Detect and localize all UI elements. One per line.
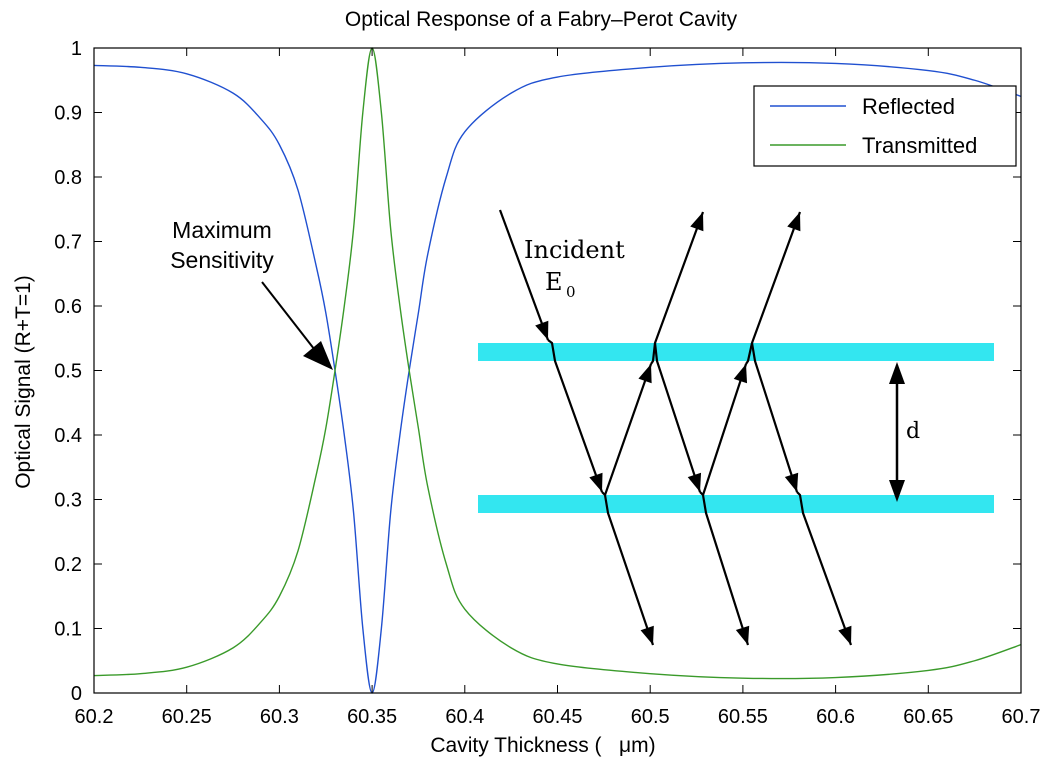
cavity-schematic: Incident E 0 d xyxy=(478,209,994,646)
transmitted-ray-2 xyxy=(699,491,750,646)
incident-ray-head xyxy=(535,320,549,340)
y-axis-label: Optical Signal (R+T=1) xyxy=(12,275,35,489)
x-axis-ticks: 60.2 60.25 60.3 60.35 60.4 60.45 60.5 60.55 60.6… xyxy=(75,48,1041,728)
max-sensitivity-annotation: Maximum Sensitivity xyxy=(170,217,333,370)
bottom-mirror xyxy=(478,495,994,513)
top-mirror xyxy=(478,343,994,361)
incident-label: Incident xyxy=(524,236,625,264)
x-axis-label: Cavity Thickness ( μm) xyxy=(430,734,655,757)
series-line-reflected xyxy=(93,61,1022,694)
x-tick-label: 60.35 xyxy=(347,706,397,728)
internal-ray-4 xyxy=(701,363,748,496)
d-arrow-head-down xyxy=(889,480,905,502)
y-tick-label: 0.8 xyxy=(54,167,82,189)
max-sensitivity-arrowhead xyxy=(303,341,333,370)
transmitted-ray-1 xyxy=(601,491,655,646)
transmitted-ray-1-head xyxy=(640,625,654,645)
internal-ray-4-head xyxy=(733,364,748,384)
internal-ray-1 xyxy=(547,339,604,493)
reflected-ray-2 xyxy=(745,211,802,365)
y-tick-label: 0.2 xyxy=(54,554,82,576)
internal-ray-2 xyxy=(603,363,653,496)
d-label: d xyxy=(906,419,920,444)
internal-ray-5 xyxy=(750,342,799,493)
x-tick-label: 60.5 xyxy=(631,706,670,728)
series-line-transmitted xyxy=(93,47,1022,680)
legend-label-reflected: Reflected xyxy=(862,94,955,119)
legend-label-transmitted: Transmitted xyxy=(862,133,977,158)
reflected-ray-1 xyxy=(650,211,705,365)
transmitted-ray-3 xyxy=(796,491,853,646)
x-tick-label: 60.4 xyxy=(445,706,484,728)
d-arrow-head-up xyxy=(889,362,905,384)
legend-box xyxy=(753,85,1017,167)
internal-ray-3 xyxy=(653,342,702,493)
max-sensitivity-label-line2: Sensitivity xyxy=(170,247,274,273)
x-tick-label: 60.25 xyxy=(162,706,212,728)
max-sensitivity-arrow xyxy=(261,281,319,355)
x-tick-label: 60.55 xyxy=(718,706,768,728)
x-tick-label: 60.65 xyxy=(903,706,953,728)
y-tick-label: 0.6 xyxy=(54,296,82,318)
y-tick-label: 0 xyxy=(71,683,82,705)
plot-curves xyxy=(93,47,1022,694)
chart-title: Optical Response of a Fabry–Perot Cavity xyxy=(345,8,738,31)
internal-ray-1-head xyxy=(589,472,603,492)
x-tick-label: 60.2 xyxy=(75,706,114,728)
y-tick-label: 0.4 xyxy=(54,425,82,447)
internal-ray-5-head xyxy=(784,472,799,492)
x-tick-label: 60.6 xyxy=(816,706,855,728)
y-axis-ticks: 0 0.1 0.2 0.3 0.4 0.5 0.6 0.7 0.8 0.9 1 xyxy=(54,38,1021,705)
y-tick-label: 0.5 xyxy=(54,361,82,383)
x-tick-label: 60.7 xyxy=(1002,706,1041,728)
y-tick-label: 0.3 xyxy=(54,490,82,512)
internal-ray-3-head xyxy=(687,472,702,492)
e0-label: E xyxy=(545,268,563,296)
y-tick-label: 1 xyxy=(71,38,82,60)
incident-ray xyxy=(498,209,550,341)
internal-ray-2-head xyxy=(638,364,652,384)
ray-arrows xyxy=(498,209,905,646)
reflected-ray-1-head xyxy=(690,212,704,232)
e0-subscript: 0 xyxy=(566,283,576,301)
transmitted-ray-2-head xyxy=(735,625,750,645)
y-tick-label: 0.1 xyxy=(54,619,82,641)
y-tick-label: 0.9 xyxy=(54,103,82,125)
legend: Reflected Transmitted xyxy=(753,85,1017,167)
y-tick-label: 0.7 xyxy=(54,232,82,254)
transmitted-ray-3-head xyxy=(838,625,852,645)
x-tick-label: 60.45 xyxy=(532,706,582,728)
x-tick-label: 60.3 xyxy=(260,706,299,728)
reflected-ray-2-head xyxy=(787,212,801,232)
max-sensitivity-label-line1: Maximum xyxy=(172,217,272,243)
